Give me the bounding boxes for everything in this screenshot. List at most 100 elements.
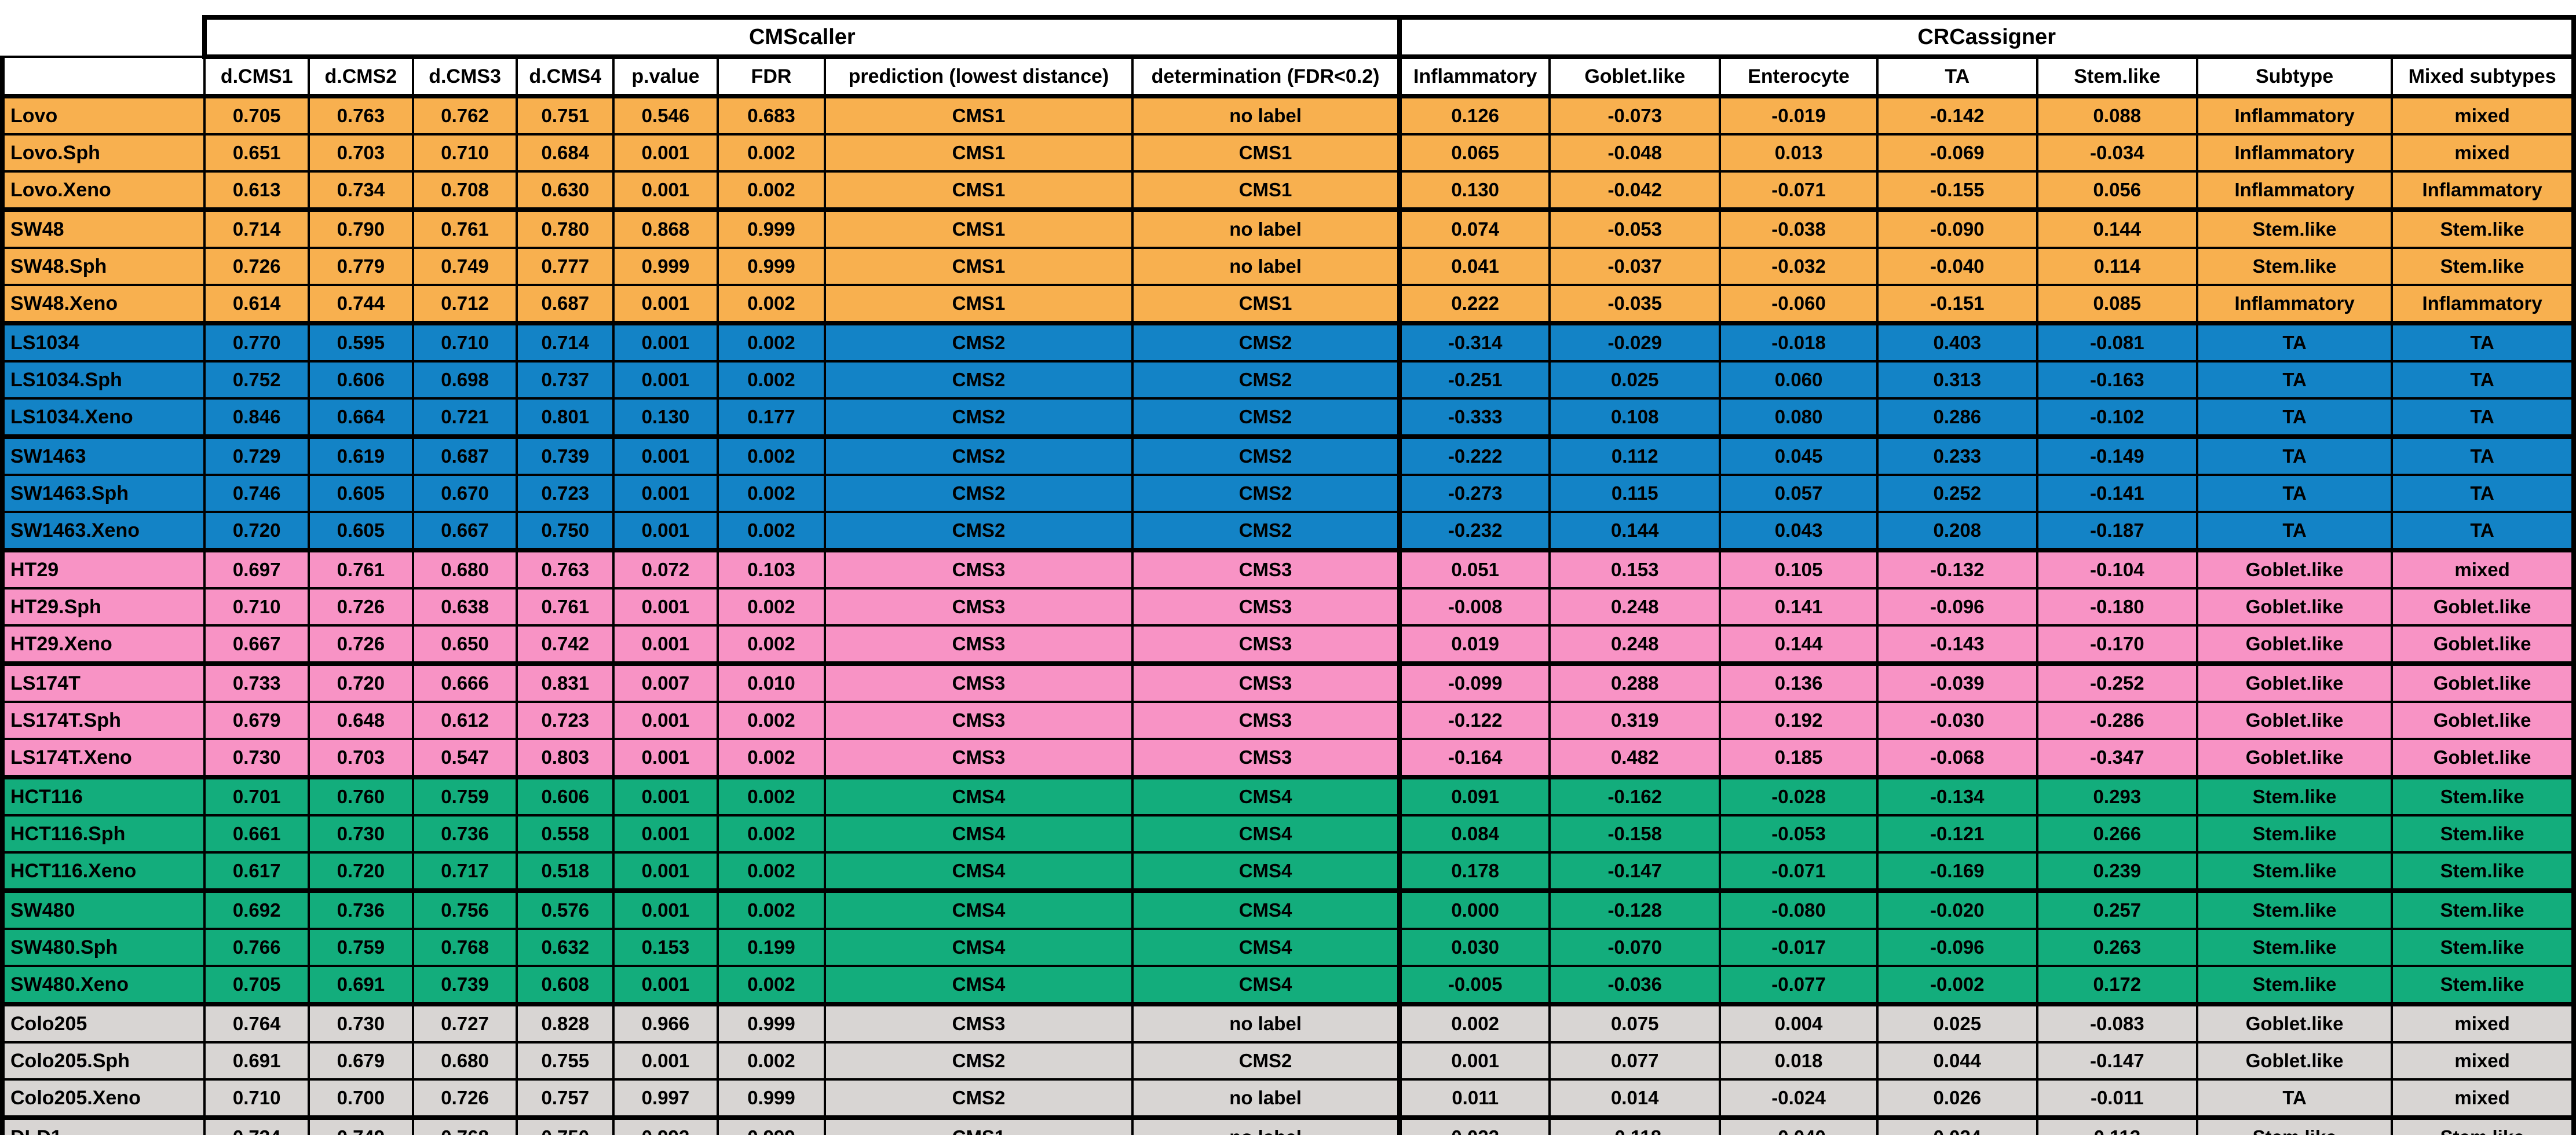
cell: 0.698 bbox=[411, 360, 518, 400]
cell: -0.142 bbox=[1876, 94, 2038, 136]
cell: 0.001 bbox=[612, 511, 719, 551]
cell: 0.730 bbox=[203, 738, 310, 778]
table-row: Lovo.Sph 0.651 0.703 0.710 0.684 0.001 0.002 CM… bbox=[1, 133, 2575, 173]
table-row: SW480.Xeno 0.705 0.691 0.739 0.608 0.001 0.002… bbox=[1, 965, 2575, 1005]
column-header-row: d.CMS1 d.CMS2 d.CMS3 d.CMS4 p.value FDR predic… bbox=[1, 56, 2575, 98]
cell: 0.002 bbox=[716, 624, 827, 665]
cell: CMS2 bbox=[824, 1041, 1134, 1081]
cell: 0.608 bbox=[516, 965, 615, 1005]
cell: 0.001 bbox=[612, 888, 719, 930]
cell: -0.099 bbox=[1397, 661, 1551, 703]
cell: 0.002 bbox=[716, 434, 827, 476]
cell: 0.080 bbox=[1719, 397, 1879, 438]
cell: 0.729 bbox=[203, 434, 310, 476]
cell: 0.004 bbox=[1719, 1002, 1879, 1044]
table-row: HT29.Xeno 0.667 0.726 0.650 0.742 0.001 0.002 C… bbox=[1, 624, 2575, 665]
cell: 0.714 bbox=[203, 207, 310, 249]
cell: TA bbox=[2195, 434, 2394, 476]
table-row: SW1463.Sph 0.746 0.605 0.670 0.723 0.001 0.002… bbox=[1, 474, 2575, 513]
cell: 0.777 bbox=[516, 247, 615, 286]
cell: mixed bbox=[2391, 133, 2575, 173]
cell: 0.999 bbox=[716, 1002, 827, 1044]
cell: 0.966 bbox=[612, 1002, 719, 1044]
table-row: LS1034.Xeno 0.846 0.664 0.721 0.801 0.130 0.17… bbox=[1, 397, 2575, 438]
table-row: HT29 0.697 0.761 0.680 0.763 0.072 0.103 CMS3 CM… bbox=[1, 548, 2575, 590]
row-label: SW1463 bbox=[1, 434, 206, 476]
cell: TA bbox=[2391, 434, 2575, 476]
cell: 0.403 bbox=[1876, 321, 2038, 363]
cell: -0.028 bbox=[1719, 775, 1879, 817]
cell: Stem.like bbox=[2195, 851, 2394, 892]
cell: 0.744 bbox=[308, 284, 414, 324]
row-label: DLD1 bbox=[1, 1115, 206, 1135]
cell: 0.761 bbox=[516, 587, 615, 627]
cell: 0.617 bbox=[203, 851, 310, 892]
cell: 0.002 bbox=[716, 474, 827, 513]
cell: -0.053 bbox=[1548, 207, 1722, 249]
cell: 0.632 bbox=[516, 928, 615, 967]
table-row: SW48.Xeno 0.614 0.744 0.712 0.687 0.001 0.002 C… bbox=[1, 284, 2575, 324]
row-label: HCT116 bbox=[1, 775, 206, 817]
table-row: SW1463.Xeno 0.720 0.605 0.667 0.750 0.001 0.00… bbox=[1, 511, 2575, 551]
cell: 0.072 bbox=[612, 548, 719, 590]
cell: 0.749 bbox=[411, 247, 518, 286]
cell: 0.025 bbox=[1876, 1002, 2038, 1044]
cell: -0.141 bbox=[2036, 474, 2198, 513]
cell: 0.057 bbox=[1719, 474, 1879, 513]
cell: 0.779 bbox=[308, 247, 414, 286]
cell: 0.091 bbox=[1397, 775, 1551, 817]
cell: CMS4 bbox=[1131, 965, 1401, 1005]
table-row: HCT116.Xeno 0.617 0.720 0.717 0.518 0.001 0.00… bbox=[1, 851, 2575, 892]
cell: 0.252 bbox=[1876, 474, 2038, 513]
cell: 0.172 bbox=[2036, 965, 2198, 1005]
cell: 0.001 bbox=[612, 738, 719, 778]
cell: Stem.like bbox=[2391, 928, 2575, 967]
cell: -0.068 bbox=[1876, 738, 2038, 778]
cell: -0.122 bbox=[1397, 701, 1551, 740]
row-label: SW1463.Xeno bbox=[1, 511, 206, 551]
cell: -0.024 bbox=[1719, 1078, 1879, 1119]
cell: 0.730 bbox=[308, 1002, 414, 1044]
cell: 0.613 bbox=[203, 170, 310, 211]
cell: 0.007 bbox=[612, 661, 719, 703]
cell: 0.759 bbox=[411, 775, 518, 817]
cell: 0.518 bbox=[516, 851, 615, 892]
cell: 0.002 bbox=[716, 587, 827, 627]
cell: TA bbox=[2195, 397, 2394, 438]
cell: CMS4 bbox=[1131, 851, 1401, 892]
section-header-row: CMScaller CRCassigner bbox=[2, 15, 2576, 59]
cell: 0.001 bbox=[612, 284, 719, 324]
cell: 0.751 bbox=[516, 94, 615, 136]
column-header-d-cms2: d.CMS2 bbox=[308, 56, 414, 98]
cell: CMS4 bbox=[1131, 888, 1401, 930]
cell: 0.846 bbox=[203, 397, 310, 438]
cell: 0.992 bbox=[612, 1115, 719, 1135]
table-row: Lovo 0.705 0.763 0.762 0.751 0.546 0.683 CMS1 no… bbox=[1, 94, 2575, 136]
row-label: LS174T bbox=[1, 661, 206, 703]
cell: mixed bbox=[2391, 548, 2575, 590]
table-row: SW480.Sph 0.766 0.759 0.768 0.632 0.153 0.199 C… bbox=[1, 928, 2575, 967]
cell: Stem.like bbox=[2391, 814, 2575, 854]
cell: TA bbox=[2391, 474, 2575, 513]
cell: 0.790 bbox=[308, 207, 414, 249]
cell: 0.001 bbox=[612, 587, 719, 627]
cell: CMS4 bbox=[824, 888, 1134, 930]
cell: TA bbox=[2391, 511, 2575, 551]
cell: CMS2 bbox=[1131, 321, 1401, 363]
cell: -0.102 bbox=[2036, 397, 2198, 438]
cell: 0.043 bbox=[1719, 511, 1879, 551]
cell: CMS3 bbox=[824, 548, 1134, 590]
cell: CMS4 bbox=[1131, 775, 1401, 817]
cell: -0.286 bbox=[2036, 701, 2198, 740]
cell: -0.333 bbox=[1397, 397, 1551, 438]
cell: -0.019 bbox=[1719, 94, 1879, 136]
cell: CMS3 bbox=[1131, 624, 1401, 665]
cell: -0.180 bbox=[2036, 587, 2198, 627]
cell: TA bbox=[2195, 1078, 2394, 1119]
cell: Inflammatory bbox=[2391, 170, 2575, 211]
cell: 0.720 bbox=[308, 661, 414, 703]
cell: -0.020 bbox=[1876, 888, 2038, 930]
cell: 0.025 bbox=[1548, 360, 1722, 400]
table-row: LS174T 0.733 0.720 0.666 0.831 0.007 0.010 CMS3… bbox=[1, 661, 2575, 703]
cell: Inflammatory bbox=[2195, 133, 2394, 173]
